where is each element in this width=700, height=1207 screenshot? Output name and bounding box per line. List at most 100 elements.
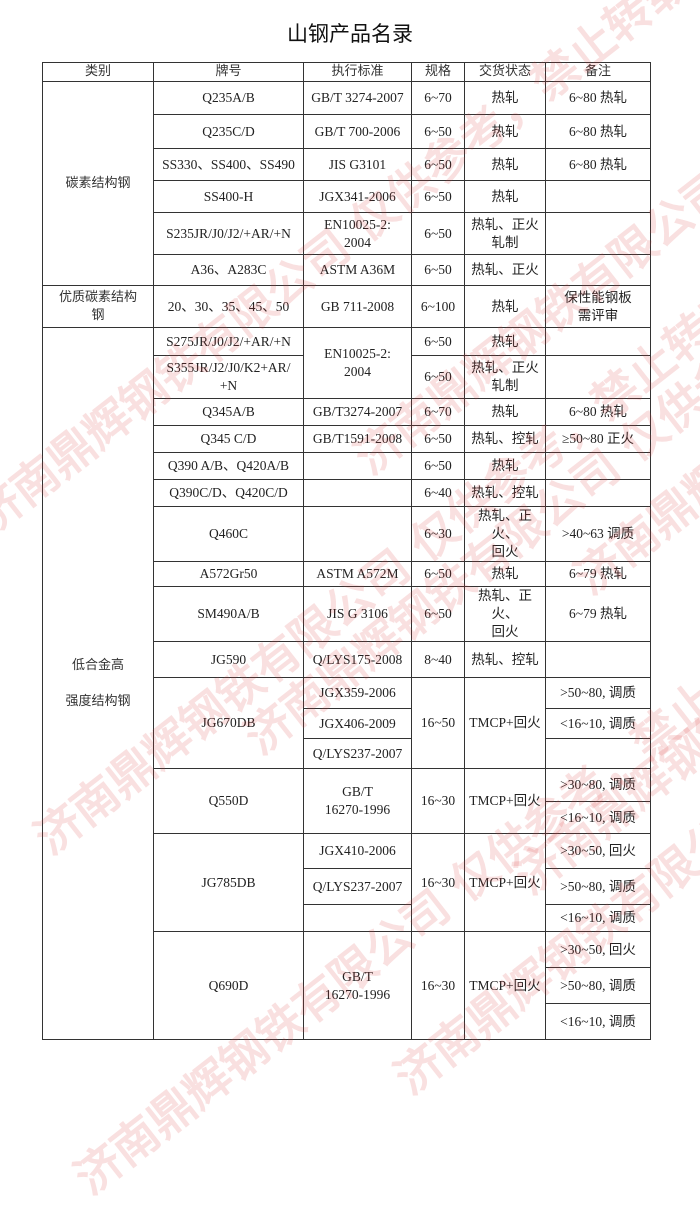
category-cell: 碳素结构钢	[42, 81, 154, 286]
category-cell: 优质碳素结构 钢	[42, 285, 154, 328]
table-cell: 6~80 热轧	[545, 114, 651, 149]
table-cell: 6~50	[411, 148, 465, 181]
table-cell	[303, 506, 412, 562]
table-cell: GB/T1591-2008	[303, 425, 412, 453]
table-row: S355JR/J2/J0/K2+AR/ +N 6~50 热轧、正火 轧制	[43, 355, 651, 399]
product-table: 类别 牌号 执行标准 规格 交货状态 备注 碳素结构钢 Q235A/B GB/T 3274-2…	[42, 62, 651, 1040]
table-cell: >50~80, 调质	[545, 677, 651, 709]
table-cell: EN10025-2: 2004	[303, 212, 412, 255]
table-cell: 热轧、控轧	[464, 479, 546, 507]
table-cell: 热轧	[464, 114, 546, 149]
table-row: Q390C/D、Q420C/D 6~40 热轧、控轧	[43, 479, 651, 507]
table-cell: 热轧、正火 轧制	[464, 212, 546, 255]
table-row: SS330、SS400、SS490 JIS G3101 6~50 热轧 6~80 热轧	[43, 148, 651, 181]
table-cell: 热轧	[464, 180, 546, 213]
table-cell: 热轧、正火、 回火	[464, 586, 546, 642]
table-cell: 6~50	[411, 452, 465, 480]
table-cell: 6~50	[411, 561, 465, 587]
table-row: 低合金高 强度结构钢 S275JR/J0/J2/+AR/+N EN10025-2: …	[42, 327, 651, 1040]
table-cell: GB/T 16270-1996	[303, 768, 412, 834]
table-cell: SS400-H	[153, 180, 304, 213]
table-cell: 20、30、35、45、50	[153, 285, 304, 328]
table-cell: 8~40	[411, 641, 465, 678]
table-row: <16~10, 调质	[43, 1003, 651, 1040]
table-cell: 6~79 热轧	[545, 561, 651, 587]
table-cell: Q345A/B	[153, 398, 304, 426]
table-cell: 热轧	[464, 148, 546, 181]
table-cell: 6~50	[411, 586, 465, 642]
table-cell	[545, 355, 651, 399]
table-cell	[303, 479, 412, 507]
table-cell	[545, 254, 651, 286]
table-row: <16~10, 调质	[43, 801, 651, 834]
table-cell: 热轧、正火、 回火	[464, 506, 546, 562]
table-row: Q345A/B GB/T3274-2007 6~70 热轧 6~80 热轧	[43, 398, 651, 426]
table-cell: <16~10, 调质	[545, 708, 651, 739]
table-cell: JGX406-2009	[303, 708, 412, 739]
table-cell: 16~30	[411, 833, 465, 932]
table-cell	[545, 479, 651, 507]
table-cell: 6~80 热轧	[545, 81, 651, 115]
table-row: Q390 A/B、Q420A/B 6~50 热轧	[43, 452, 651, 480]
table-cell: <16~10, 调质	[545, 801, 651, 834]
table-row: Q/LYS237-2007 >50~80, 调质	[43, 868, 651, 905]
table-cell: S355JR/J2/J0/K2+AR/ +N	[153, 355, 304, 399]
table-cell: JG590	[153, 641, 304, 678]
table-cell: 6~70	[411, 398, 465, 426]
table-cell: 热轧、正火 轧制	[464, 355, 546, 399]
table-cell: 6~50	[411, 425, 465, 453]
table-cell: 6~50	[411, 180, 465, 213]
table-row: JGX406-2009 <16~10, 调质	[43, 708, 651, 739]
column-header: 类别	[42, 62, 154, 82]
table-cell: JGX359-2006	[303, 677, 412, 709]
table-cell: <16~10, 调质	[545, 1003, 651, 1040]
table-cell: Q/LYS175-2008	[303, 641, 412, 678]
table-cell: >50~80, 调质	[545, 868, 651, 905]
column-header: 备注	[545, 62, 651, 82]
table-cell: ≥50~80 正火	[545, 425, 651, 453]
table-cell: SS330、SS400、SS490	[153, 148, 304, 181]
table-row: 优质碳素结构 钢 20、30、35、45、50 GB 711-2008 6~100 热轧…	[42, 285, 651, 328]
table-cell	[545, 641, 651, 678]
table-cell: 16~50	[411, 677, 465, 769]
table-row: A572Gr50 ASTM A572M 6~50 热轧 6~79 热轧	[43, 561, 651, 587]
table-cell: >30~80, 调质	[545, 768, 651, 802]
table-cell	[303, 904, 412, 932]
table-cell: GB/T 16270-1996	[303, 931, 412, 1040]
table-row: SM490A/B JIS G 3106 6~50 热轧、正火、 回火 6~79 热轧	[43, 586, 651, 642]
table-cell: ASTM A572M	[303, 561, 412, 587]
table-cell: 保性能钢板 需评审	[545, 285, 651, 328]
table-cell: A572Gr50	[153, 561, 304, 587]
table-cell: >30~50, 回火	[545, 833, 651, 869]
table-cell: GB/T 700-2006	[303, 114, 412, 149]
table-cell	[545, 180, 651, 213]
table-cell: GB/T 3274-2007	[303, 81, 412, 115]
table-row: Q550D GB/T 16270-1996 16~30 TMCP+回火 >30~80, …	[43, 768, 651, 834]
table-cell: 6~100	[411, 285, 465, 328]
table-cell: 6~50	[411, 254, 465, 286]
column-header: 规格	[411, 62, 465, 82]
table-cell: JG785DB	[153, 833, 304, 932]
table-row: <16~10, 调质	[43, 904, 651, 932]
table-cell	[545, 327, 651, 356]
page-title: 山钢产品名录	[287, 22, 413, 46]
table-row: Q690D GB/T 16270-1996 16~30 TMCP+回火 >30~50, …	[43, 931, 651, 1040]
table-cell: JG670DB	[153, 677, 304, 769]
table-cell: 6~40	[411, 479, 465, 507]
table-cell: 热轧	[464, 561, 546, 587]
table-cell: Q460C	[153, 506, 304, 562]
table-cell: 热轧、控轧	[464, 641, 546, 678]
table-row: >50~80, 调质	[43, 967, 651, 1004]
table-cell	[545, 738, 651, 769]
table-cell: Q690D	[153, 931, 304, 1040]
table-row: Q460C 6~30 热轧、正火、 回火 >40~63 调质	[43, 506, 651, 562]
table-cell: Q/LYS237-2007	[303, 738, 412, 769]
table-cell: TMCP+回火	[464, 931, 546, 1040]
table-cell: 热轧、控轧	[464, 425, 546, 453]
table-cell: TMCP+回火	[464, 677, 546, 769]
table-cell: 热轧、正火	[464, 254, 546, 286]
column-header: 交货状态	[464, 62, 546, 82]
table-cell: S275JR/J0/J2/+AR/+N	[153, 327, 304, 356]
table-cell: GB 711-2008	[303, 285, 412, 328]
table-cell: 6~50	[411, 355, 465, 399]
